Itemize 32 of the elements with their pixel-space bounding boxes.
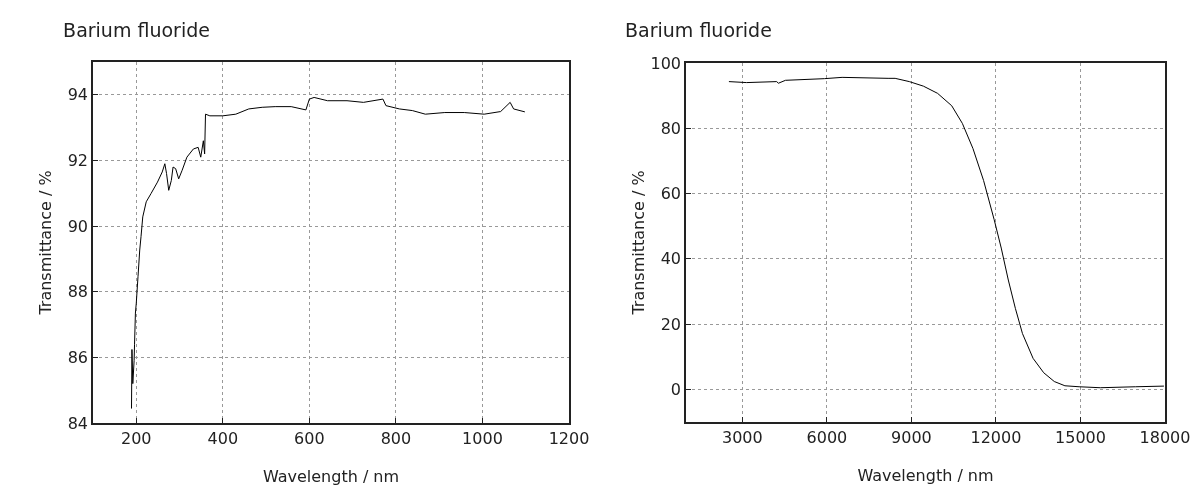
y-tick-label: 0 bbox=[670, 379, 682, 399]
y-tick-label: 90 bbox=[67, 216, 89, 236]
y-tick-label: 60 bbox=[660, 184, 682, 204]
y-tick-label: 80 bbox=[660, 118, 682, 138]
y-tick-label: 86 bbox=[67, 347, 89, 367]
x-tick-label: 400 bbox=[207, 428, 239, 448]
chart-title: Barium fluoride bbox=[63, 18, 210, 41]
x-tick-label: 800 bbox=[380, 428, 412, 448]
x-tick-label: 12000 bbox=[970, 427, 1022, 447]
x-axis-title: Wavelength / nm bbox=[857, 465, 994, 485]
y-axis-title: Transmittance / % bbox=[35, 170, 55, 316]
y-tick-label: 88 bbox=[67, 282, 89, 302]
line-series bbox=[728, 76, 1165, 389]
x-tick-label: 6000 bbox=[806, 427, 848, 447]
x-tick-label: 1200 bbox=[548, 428, 590, 448]
x-tick-label: 1000 bbox=[462, 428, 503, 448]
y-axis-title: Transmittance / % bbox=[628, 170, 648, 316]
y-tick-label: 20 bbox=[660, 314, 682, 334]
line-series bbox=[131, 96, 526, 410]
y-tick-label: 84 bbox=[67, 413, 89, 433]
y-tick-label: 94 bbox=[67, 85, 89, 105]
x-tick-label: 600 bbox=[294, 428, 325, 448]
x-tick-label: 15000 bbox=[1055, 427, 1106, 447]
chart-title: Barium fluoride bbox=[625, 18, 772, 41]
y-tick-label: 92 bbox=[67, 151, 89, 171]
x-tick-label: 200 bbox=[121, 428, 152, 448]
x-tick-label: 18000 bbox=[1139, 427, 1191, 447]
y-tick-label: 100 bbox=[650, 53, 682, 73]
x-tick-label: 9000 bbox=[891, 427, 932, 447]
y-tick-label: 40 bbox=[660, 249, 682, 269]
x-axis-title: Wavelength / nm bbox=[262, 466, 400, 486]
x-tick-label: 3000 bbox=[721, 427, 763, 447]
